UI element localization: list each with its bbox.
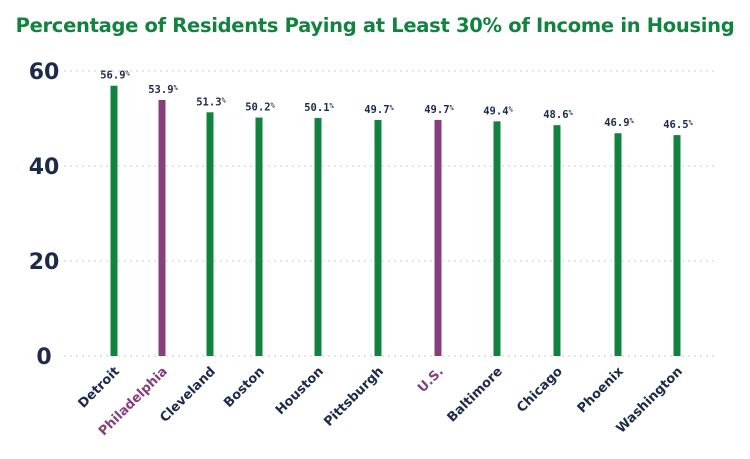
x-tick-label: Baltimore	[445, 364, 506, 425]
bar-us	[434, 119, 442, 356]
data-label: 46.5%	[663, 119, 693, 131]
bar-chicago	[553, 125, 561, 357]
bar-phoenix	[614, 133, 622, 356]
x-tick-label: Chicago	[514, 364, 566, 416]
x-tick-label: Phoenix	[575, 364, 627, 416]
data-label: 51.3%	[196, 96, 226, 108]
data-label: 49.7%	[364, 104, 394, 116]
data-label: 49.4%	[483, 105, 513, 117]
bar-baltimore	[493, 121, 501, 356]
x-tick-label: Boston	[221, 364, 268, 411]
data-label: 50.2%	[245, 102, 275, 114]
x-tick-label: Houston	[273, 364, 327, 418]
y-tick-label: 20	[29, 250, 60, 275]
data-label: 46.9%	[604, 117, 634, 129]
bar-cleveland	[206, 112, 214, 356]
y-tick-label: 60	[29, 60, 60, 85]
data-label: 49.7%	[424, 104, 454, 116]
data-label: 50.1%	[304, 102, 334, 114]
data-label: 48.6%	[543, 109, 573, 121]
data-label: 53.9%	[148, 84, 178, 96]
y-tick-label: 0	[36, 345, 51, 370]
x-tick-label: Pittsburgh	[321, 364, 387, 430]
bar-detroit	[110, 85, 118, 356]
x-tick-label: Detroit	[76, 364, 123, 411]
x-tick-label: U.S.	[415, 364, 447, 396]
data-label: 56.9%	[100, 70, 130, 82]
bar-pittsburgh	[374, 119, 382, 356]
bar-houston	[314, 118, 322, 357]
bar-washington	[673, 135, 681, 356]
bar-boston	[255, 117, 263, 356]
chart-title: Percentage of Residents Paying at Least …	[15, 14, 735, 37]
y-tick-label: 40	[29, 155, 60, 180]
bar-philadelphia	[158, 99, 166, 356]
